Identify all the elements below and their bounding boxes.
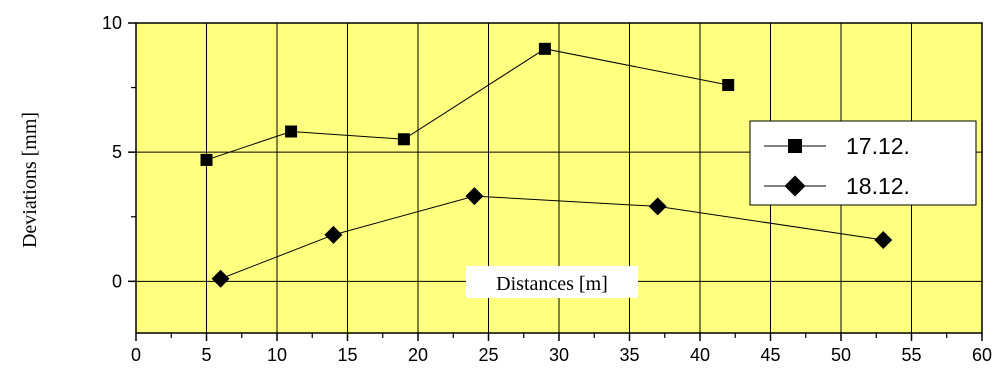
x-tick-label: 25 xyxy=(478,345,498,365)
x-tick-label: 55 xyxy=(901,345,921,365)
x-tick-label: 5 xyxy=(201,345,211,365)
y-axis-ticks: 0 5 10 xyxy=(102,13,136,291)
y-axis-title: Deviations [mm] xyxy=(19,112,41,248)
data-point-square xyxy=(285,125,298,138)
x-tick-label: 0 xyxy=(131,345,141,365)
x-axis-ticks: 0 5 10 15 20 25 30 35 40 45 50 55 60 xyxy=(131,333,992,365)
plot-frame xyxy=(135,22,983,334)
y-tick-label: 10 xyxy=(102,13,122,33)
data-point-square xyxy=(722,79,735,91)
data-point-square xyxy=(397,133,410,146)
x-tick-label: 10 xyxy=(267,345,287,365)
y-tick-label: 5 xyxy=(112,142,122,162)
x-tick-label: 50 xyxy=(831,345,851,365)
data-point-diamond xyxy=(874,231,893,249)
x-tick-label: 60 xyxy=(972,345,992,365)
y-tick-label: 0 xyxy=(112,271,122,291)
x-axis-title-group: Distances [m] xyxy=(466,266,638,298)
x-tick-label: 30 xyxy=(549,345,569,365)
data-point-square xyxy=(538,42,551,55)
legend-marker-square xyxy=(788,139,802,153)
series-markers xyxy=(200,42,893,288)
legend-marker-diamond xyxy=(784,175,806,197)
data-point-diamond xyxy=(648,197,667,216)
data-point-diamond xyxy=(211,269,230,288)
x-tick-label: 35 xyxy=(619,345,639,365)
data-point-diamond xyxy=(324,225,343,244)
data-point-diamond xyxy=(465,187,484,206)
legend: 17.12. 18.12. xyxy=(749,120,977,206)
x-tick-label: 15 xyxy=(337,345,357,365)
x-tick-label: 40 xyxy=(690,345,710,365)
data-point-square xyxy=(200,153,213,166)
x-tick-label: 45 xyxy=(760,345,780,365)
legend-label: 18.12. xyxy=(846,173,910,199)
legend-label: 17.12. xyxy=(846,133,910,159)
x-axis-title-background xyxy=(466,266,638,298)
legend-box xyxy=(749,120,977,206)
x-tick-label: 20 xyxy=(408,345,428,365)
x-axis-title: Distances [m] xyxy=(496,273,608,295)
